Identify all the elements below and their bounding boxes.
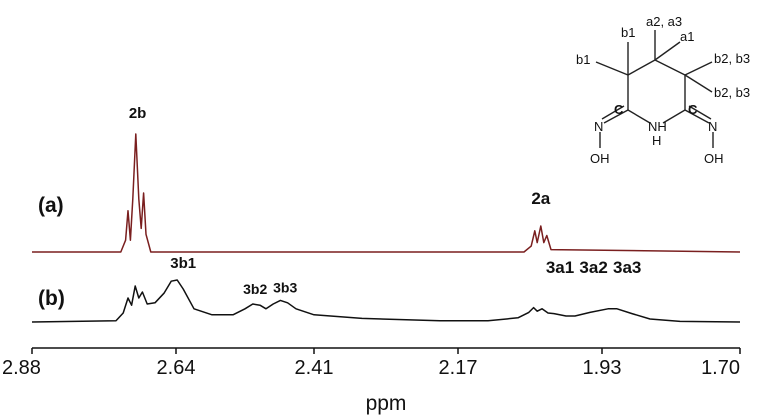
peak-label-3b3: 3b3 [273, 279, 297, 295]
structure-label-oh-right: OH [704, 151, 724, 166]
structure-label-h: H [652, 133, 661, 148]
structure-label-c-right: C [688, 102, 698, 117]
peak-label-3b2: 3b2 [243, 281, 267, 297]
peak-labels: 2b 2a 3b1 3b2 3b3 3a1 3a2 3a3 [129, 105, 642, 297]
x-tick-label: 2.88 [2, 357, 41, 379]
structure-label-c-left: C [614, 102, 624, 117]
molecular-structure [595, 30, 714, 148]
structure-label-b2-b3-upper: b2, b3 [714, 51, 750, 66]
peak-label-3a1: 3a1 [546, 258, 574, 277]
x-tick-label: 2.41 [295, 357, 334, 379]
peak-label-3a2: 3a2 [579, 258, 607, 277]
structure-label-n-left: N [594, 119, 603, 134]
structure-label-a2-a3: a2, a3 [646, 14, 682, 29]
structure-label-nh: NH [648, 119, 667, 134]
structure-label-a1: a1 [680, 29, 694, 44]
x-tick-label: 1.70 [701, 357, 740, 379]
panel-label-b: (b) [38, 287, 65, 310]
structure-label-b1-top: b1 [621, 25, 635, 40]
structure-label-n-right: N [708, 119, 717, 134]
spectrum-line-a [32, 133, 741, 253]
peak-label-3a3: 3a3 [613, 258, 641, 277]
peak-label-3b1: 3b1 [170, 255, 196, 272]
structure-label-oh-left: OH [590, 151, 610, 166]
spectrum-line-b [31, 279, 741, 323]
structure-label-b1-left: b1 [576, 52, 590, 67]
spectra-group [31, 133, 741, 323]
peak-label-2b: 2b [129, 105, 147, 122]
x-tick-label: 1.93 [583, 357, 622, 379]
x-axis-title: ppm [366, 392, 407, 415]
panel-label-a: (a) [38, 194, 64, 217]
peak-label-2a: 2a [531, 189, 550, 208]
x-tick-label: 2.17 [439, 357, 478, 379]
x-tick-label: 2.64 [157, 357, 196, 379]
structure-label-b2-b3-lower: b2, b3 [714, 85, 750, 100]
x-axis-ticks: 2.88 2.64 2.41 2.17 1.93 1.70 [2, 348, 741, 379]
